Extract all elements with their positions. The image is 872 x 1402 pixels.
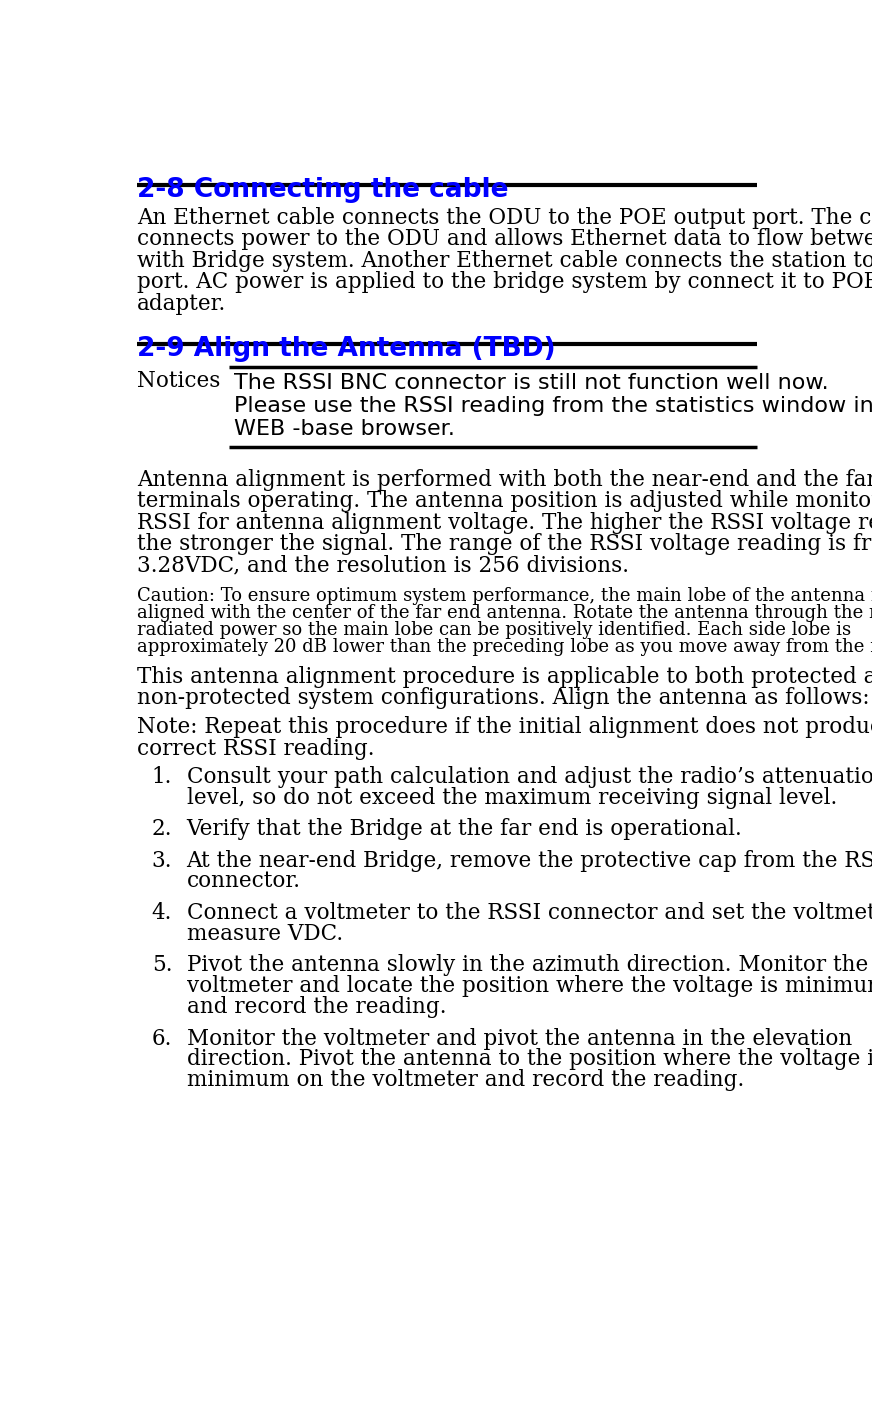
Text: Verify that the Bridge at the far end is operational.: Verify that the Bridge at the far end is…: [187, 819, 742, 840]
Text: Monitor the voltmeter and pivot the antenna in the elevation: Monitor the voltmeter and pivot the ante…: [187, 1028, 852, 1050]
Text: direction. Pivot the antenna to the position where the voltage is: direction. Pivot the antenna to the posi…: [187, 1049, 872, 1070]
Text: Notices: Notices: [137, 370, 221, 393]
Text: voltmeter and locate the position where the voltage is minimum (null): voltmeter and locate the position where …: [187, 976, 872, 997]
Text: Caution: To ensure optimum system performance, the main lobe of the antenna must: Caution: To ensure optimum system perfor…: [137, 587, 872, 606]
Text: Please use the RSSI reading from the statistics window in: Please use the RSSI reading from the sta…: [234, 397, 872, 416]
Text: connector.: connector.: [187, 871, 301, 893]
Text: 6.: 6.: [152, 1028, 172, 1050]
Text: 1.: 1.: [152, 765, 172, 788]
Text: measure VDC.: measure VDC.: [187, 923, 343, 945]
Text: 5.: 5.: [152, 955, 172, 976]
Text: connects power to the ODU and allows Ethernet data to flow between Stations: connects power to the ODU and allows Eth…: [137, 229, 872, 251]
Text: 2-8 Connecting the cable: 2-8 Connecting the cable: [137, 178, 508, 203]
Text: 3.: 3.: [152, 850, 172, 872]
Text: Consult your path calculation and adjust the radio’s attenuation: Consult your path calculation and adjust…: [187, 765, 872, 788]
Text: port. AC power is applied to the bridge system by connect it to POE AC: port. AC power is applied to the bridge …: [137, 272, 872, 293]
Text: radiated power so the main lobe can be positively identified. Each side lobe is: radiated power so the main lobe can be p…: [137, 621, 851, 639]
Text: aligned with the center of the far end antenna. Rotate the antenna through the r: aligned with the center of the far end a…: [137, 604, 872, 622]
Text: non-protected system configurations. Align the antenna as follows:: non-protected system configurations. Ali…: [137, 687, 869, 709]
Text: correct RSSI reading.: correct RSSI reading.: [137, 737, 374, 760]
Text: and record the reading.: and record the reading.: [187, 995, 446, 1018]
Text: At the near-end Bridge, remove the protective cap from the RSSI BNC: At the near-end Bridge, remove the prote…: [187, 850, 872, 872]
Text: 4.: 4.: [152, 901, 172, 924]
Text: 3.28VDC, and the resolution is 256 divisions.: 3.28VDC, and the resolution is 256 divis…: [137, 555, 629, 576]
Text: minimum on the voltmeter and record the reading.: minimum on the voltmeter and record the …: [187, 1070, 744, 1091]
Text: Antenna alignment is performed with both the near-end and the far-end: Antenna alignment is performed with both…: [137, 468, 872, 491]
Text: with Bridge system. Another Ethernet cable connects the station to POE input: with Bridge system. Another Ethernet cab…: [137, 250, 872, 272]
Text: Note: Repeat this procedure if the initial alignment does not produce the: Note: Repeat this procedure if the initi…: [137, 716, 872, 739]
Text: 2-9 Align the Antenna (TBD): 2-9 Align the Antenna (TBD): [137, 336, 555, 362]
Text: approximately 20 dB lower than the preceding lobe as you move away from the main: approximately 20 dB lower than the prece…: [137, 638, 872, 656]
Text: The RSSI BNC connector is still not function well now.: The RSSI BNC connector is still not func…: [234, 373, 828, 393]
Text: terminals operating. The antenna position is adjusted while monitoring the: terminals operating. The antenna positio…: [137, 491, 872, 512]
Text: This antenna alignment procedure is applicable to both protected and: This antenna alignment procedure is appl…: [137, 666, 872, 687]
Text: level, so do not exceed the maximum receiving signal level.: level, so do not exceed the maximum rece…: [187, 787, 837, 809]
Text: WEB -base browser.: WEB -base browser.: [234, 419, 454, 439]
Text: the stronger the signal. The range of the RSSI voltage reading is from 0 to: the stronger the signal. The range of th…: [137, 533, 872, 555]
Text: RSSI for antenna alignment voltage. The higher the RSSI voltage reading is,: RSSI for antenna alignment voltage. The …: [137, 512, 872, 534]
Text: Pivot the antenna slowly in the azimuth direction. Monitor the: Pivot the antenna slowly in the azimuth …: [187, 955, 868, 976]
Text: Connect a voltmeter to the RSSI connector and set the voltmeter to: Connect a voltmeter to the RSSI connecto…: [187, 901, 872, 924]
Text: adapter.: adapter.: [137, 293, 226, 315]
Text: An Ethernet cable connects the ODU to the POE output port. The cable: An Ethernet cable connects the ODU to th…: [137, 206, 872, 229]
Text: 2.: 2.: [152, 819, 172, 840]
